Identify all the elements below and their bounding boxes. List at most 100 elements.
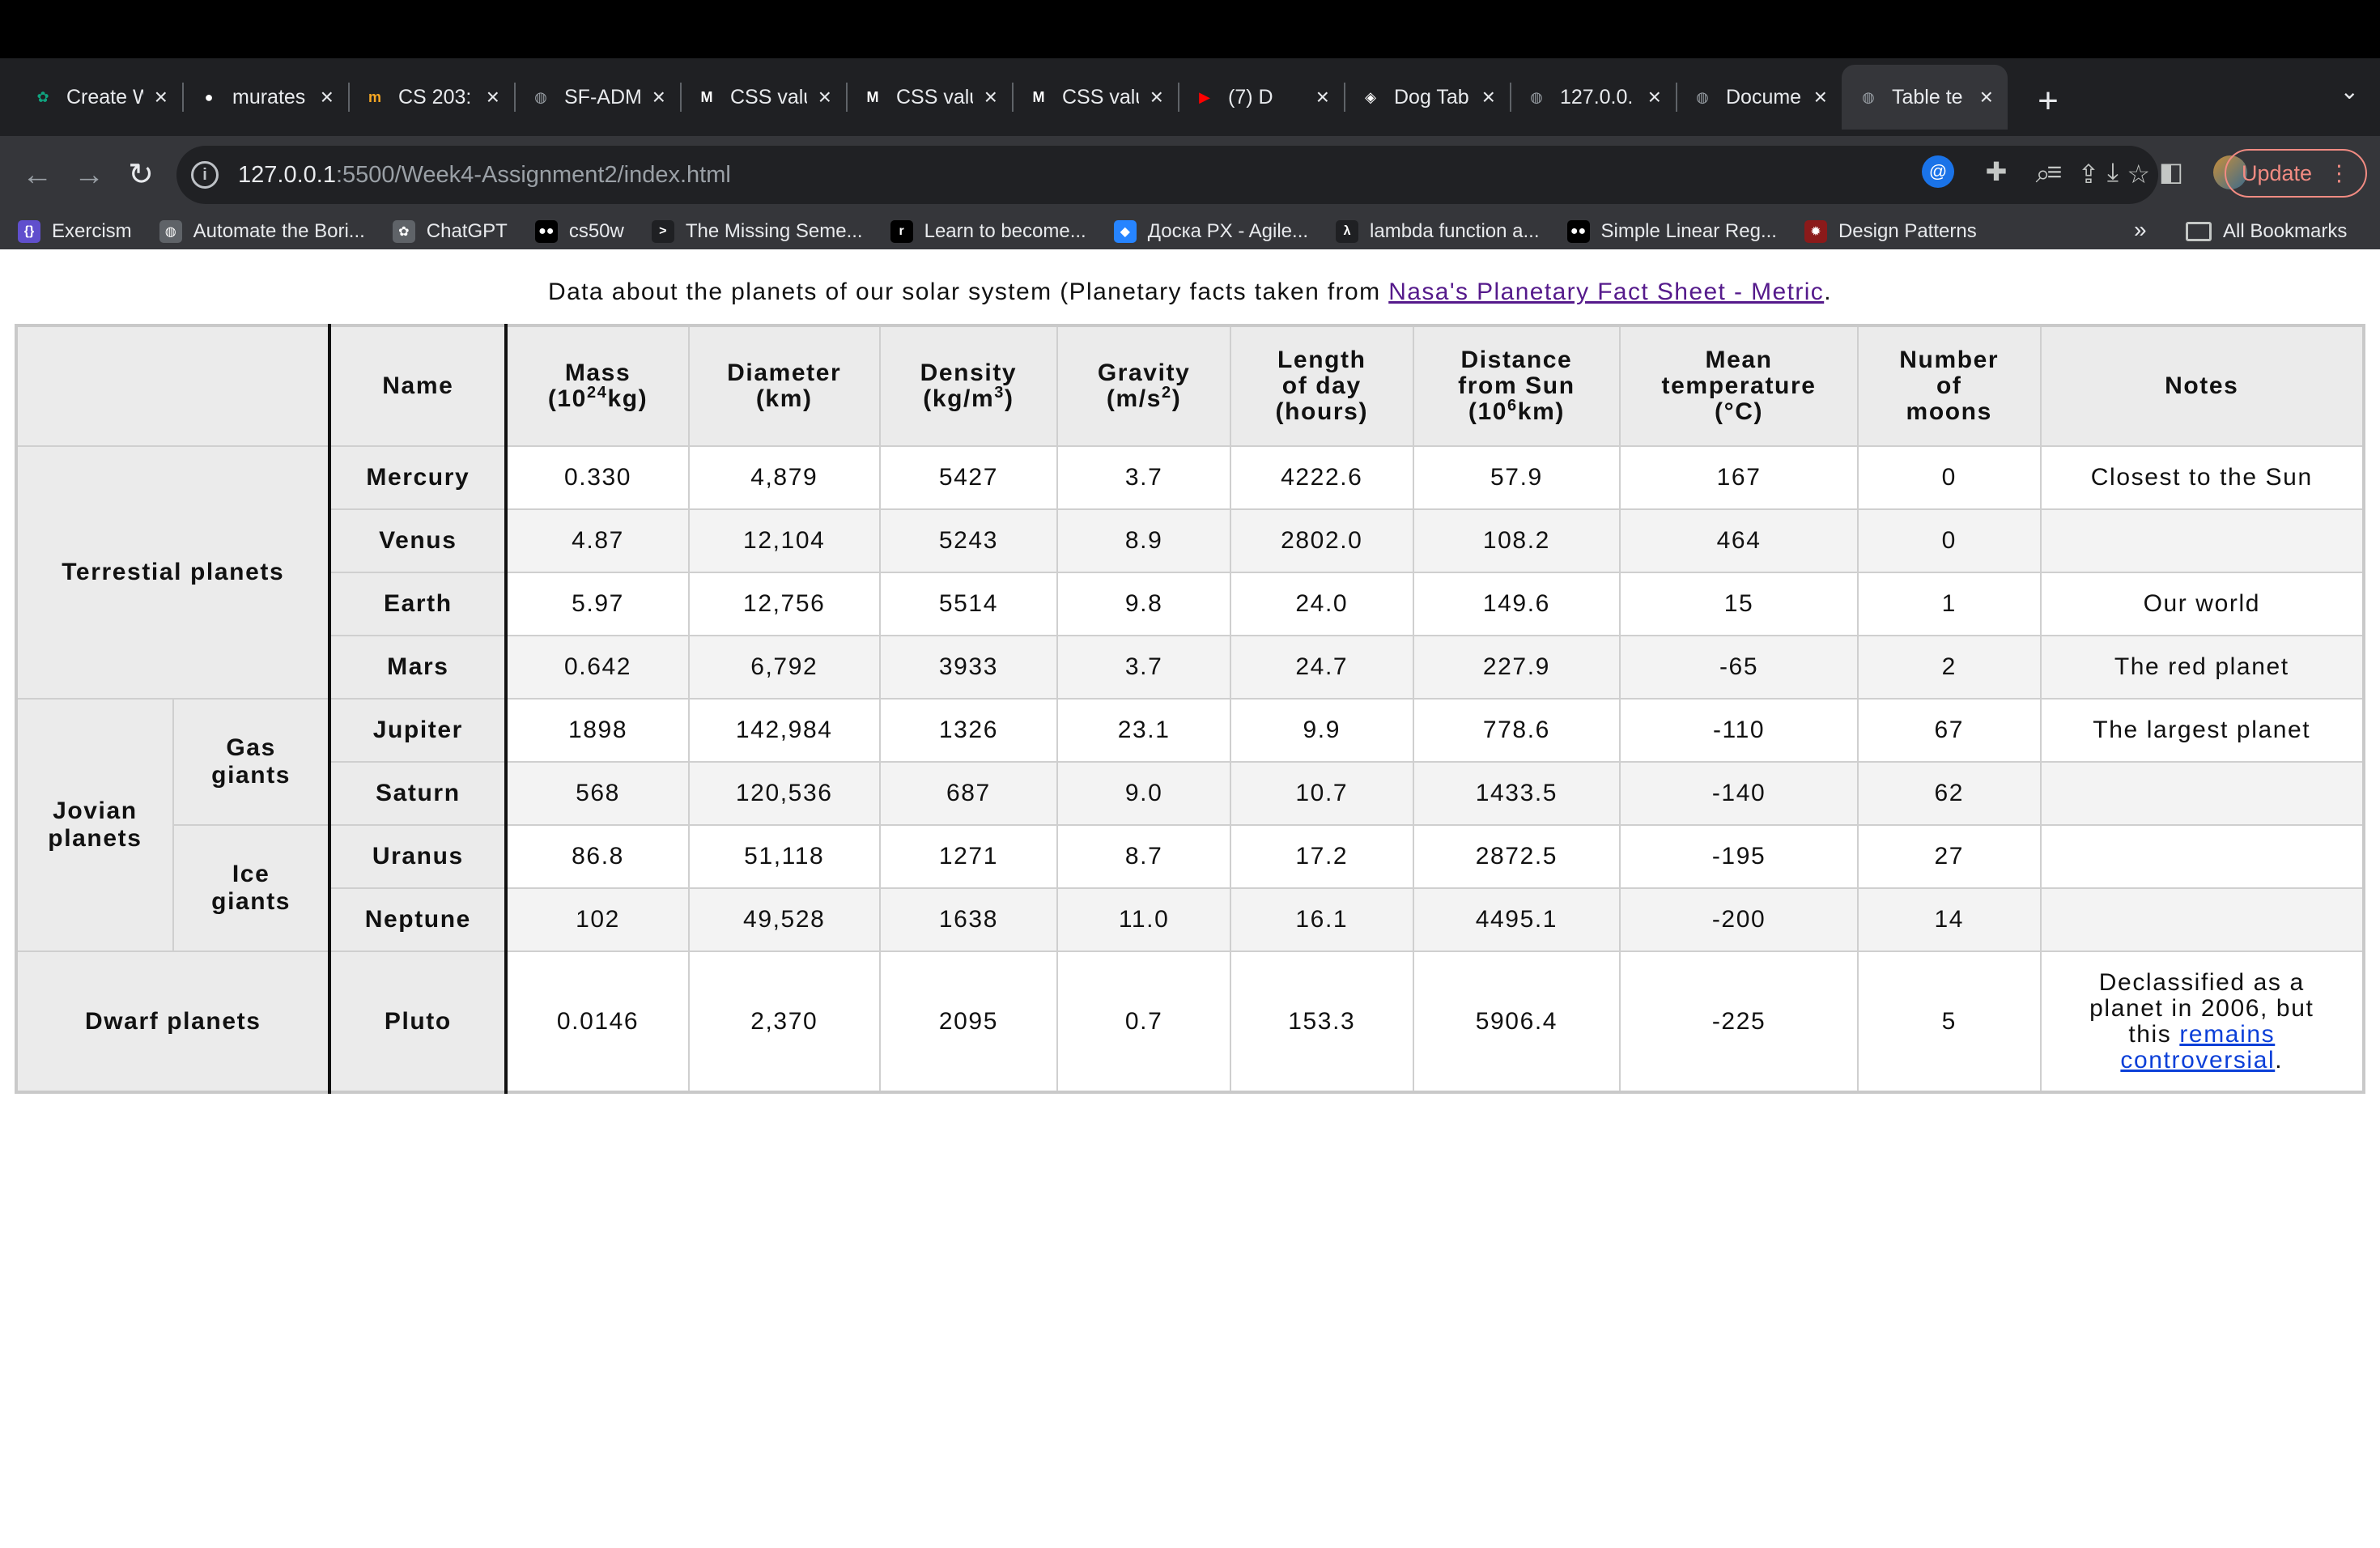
cell-distance: 778.6 <box>1412 698 1621 763</box>
cell-day: 2802.0 <box>1229 508 1414 573</box>
tab-3[interactable]: m CS 203: × <box>348 65 514 130</box>
close-icon[interactable]: × <box>984 84 997 109</box>
share-icon[interactable]: ⇪ <box>2077 159 2100 189</box>
cell-day: 153.3 <box>1229 950 1414 1093</box>
planet-name: Mars <box>328 635 508 700</box>
tab-9[interactable]: ◈ Dog Tab × <box>1344 65 1510 130</box>
planet-name: Earth <box>328 572 508 636</box>
side-panel-icon[interactable]: ◧ <box>2158 157 2184 186</box>
header-moons: Number of moons <box>1856 325 2042 447</box>
close-icon[interactable]: × <box>1813 84 1827 109</box>
cell-day: 10.7 <box>1229 761 1414 826</box>
page-content: Data about the planets of our solar syst… <box>0 249 2380 1548</box>
bookmark-item[interactable]: ✹ Design Patterns <box>1804 220 1977 243</box>
cell-temp: -65 <box>1619 635 1859 700</box>
close-icon[interactable]: × <box>320 84 334 109</box>
bookmark-item[interactable]: ✿ ChatGPT <box>392 220 508 243</box>
header-diameter: Diameter (km) <box>687 325 881 447</box>
close-icon[interactable]: × <box>154 84 168 109</box>
update-button[interactable]: Update ⋮ <box>2225 149 2367 198</box>
cell-density: 3933 <box>878 635 1059 700</box>
tab-6[interactable]: M CSS valu × <box>846 65 1012 130</box>
tab-11[interactable]: ◍ Docume × <box>1676 65 1842 130</box>
bookmark-item[interactable]: ◍ Automate the Bori... <box>159 220 365 243</box>
tab-1[interactable]: ✿ Create W × <box>16 65 182 130</box>
planet-name: Mercury <box>328 445 508 510</box>
close-icon[interactable]: × <box>818 84 831 109</box>
cell-mass: 4.87 <box>505 508 690 573</box>
header-gravity: Gravity (m/s2) <box>1056 325 1231 447</box>
cell-distance: 1433.5 <box>1412 761 1621 826</box>
nasa-fact-sheet-link[interactable]: Nasa's Planetary Fact Sheet - Metric <box>1388 279 1825 305</box>
table-row: Venus 4.87 12,104 5243 8.9 2802.0 108.2 464 0 <box>16 508 2365 573</box>
bookmark-item[interactable]: ●● cs50w <box>534 220 624 243</box>
tab-title: 127.0.0. <box>1560 85 1634 108</box>
browser-toolbar: ← → ↻ i 127.0.0.1:5500/Week4-Assignment2… <box>0 136 2380 214</box>
exercism-icon: {} <box>18 220 40 243</box>
tab-8[interactable]: ▶ (7) D × <box>1178 65 1344 130</box>
extension-swirl-icon[interactable]: @ <box>1922 155 1954 188</box>
tab-7[interactable]: M CSS valu × <box>1012 65 1178 130</box>
medium-icon: ●● <box>534 220 558 243</box>
zoom-icon[interactable]: ⌕ <box>2035 159 2051 188</box>
forward-arrow-icon[interactable]: → <box>74 158 104 192</box>
remains-controversial-link[interactable]: remains controversial <box>2120 1020 2276 1074</box>
bookmark-item[interactable]: λ lambda function a... <box>1336 220 1540 243</box>
tab-5[interactable]: M CSS valu × <box>680 65 846 130</box>
tab-10[interactable]: ◍ 127.0.0. × <box>1510 65 1676 130</box>
close-icon[interactable]: × <box>486 84 499 109</box>
all-bookmarks-button[interactable]: All Bookmarks <box>2186 214 2347 249</box>
cell-distance: 5906.4 <box>1412 950 1621 1093</box>
cell-diameter: 12,104 <box>687 508 881 573</box>
cell-gravity: 0.7 <box>1056 950 1231 1093</box>
table-row: Saturn 568 120,536 687 9.0 10.7 1433.5 -140 62 <box>16 761 2365 826</box>
address-bar[interactable]: i 127.0.0.1:5500/Week4-Assignment2/index… <box>176 146 2158 204</box>
cell-density: 2095 <box>878 950 1059 1093</box>
bookmark-item[interactable]: r Learn to become... <box>890 220 1086 243</box>
bookmark-item[interactable]: ◆ Доска PX - Agile... <box>1113 220 1308 243</box>
close-icon[interactable]: × <box>1150 84 1163 109</box>
close-icon[interactable]: × <box>1979 84 1993 109</box>
new-tab-button[interactable]: + <box>2038 81 2059 121</box>
tab-12[interactable]: ◍ Table te × <box>1842 65 2008 130</box>
update-label: Update <box>2241 160 2313 185</box>
reading-list-icon[interactable]: ≡ <box>2046 157 2063 186</box>
bookmark-label: cs50w <box>568 220 624 242</box>
table-caption: Data about the planets of our solar syst… <box>0 279 2380 306</box>
reload-icon[interactable]: ↻ <box>128 158 154 192</box>
bookmark-item[interactable]: {} Exercism <box>18 220 132 243</box>
back-arrow-icon[interactable]: ← <box>22 158 53 192</box>
header-name: Name <box>328 325 508 447</box>
close-icon[interactable]: × <box>1647 84 1661 109</box>
tab-title: (7) D <box>1228 85 1273 108</box>
notes-line: this <box>2128 1020 2180 1048</box>
table-row: Dwarf planets Pluto 0.0146 2,370 2095 0.7 153… <box>15 950 2365 1093</box>
cell-gravity: 9.8 <box>1056 572 1231 636</box>
close-icon[interactable]: × <box>652 84 665 109</box>
cell-moons: 14 <box>1856 887 2042 952</box>
cell-diameter: 49,528 <box>687 887 881 952</box>
tab-search-chevron-icon[interactable]: ⌄ <box>2340 79 2359 104</box>
bookmark-item[interactable]: ●● Simple Linear Reg... <box>1566 220 1777 243</box>
group-dwarf: Dwarf planets <box>15 950 331 1093</box>
planets-table: Name Mass (1024kg) Diameter (km) Density (k… <box>15 324 2365 1094</box>
bookmarks-overflow-button[interactable]: » <box>2134 217 2147 242</box>
cell-diameter: 12,756 <box>687 572 881 636</box>
chatgpt-icon: ✿ <box>392 220 415 243</box>
star-bookmark-icon[interactable]: ☆ <box>2127 159 2150 189</box>
planet-name: Venus <box>328 508 508 573</box>
tab-title: Create W <box>66 85 143 108</box>
close-icon[interactable]: × <box>1315 84 1329 109</box>
tab-4[interactable]: ◍ SF-ADM × <box>514 65 680 130</box>
info-icon[interactable]: i <box>191 161 219 189</box>
tab-2[interactable]: ● murates × <box>182 65 348 130</box>
extensions-puzzle-icon[interactable]: ✚ <box>1985 157 2008 186</box>
close-icon[interactable]: × <box>1481 84 1495 109</box>
tab-title: SF-ADM <box>564 85 641 108</box>
cell-temp: 15 <box>1619 572 1859 636</box>
cell-notes <box>2039 761 2365 826</box>
download-icon[interactable]: ⤓ <box>2106 157 2119 186</box>
bookmark-item[interactable]: > The Missing Seme... <box>651 220 863 243</box>
mdn-icon: M <box>700 88 713 105</box>
bookmarks-bar: {} Exercism ◍ Automate the Bori... ✿ ChatGPT ●… <box>0 214 2380 249</box>
